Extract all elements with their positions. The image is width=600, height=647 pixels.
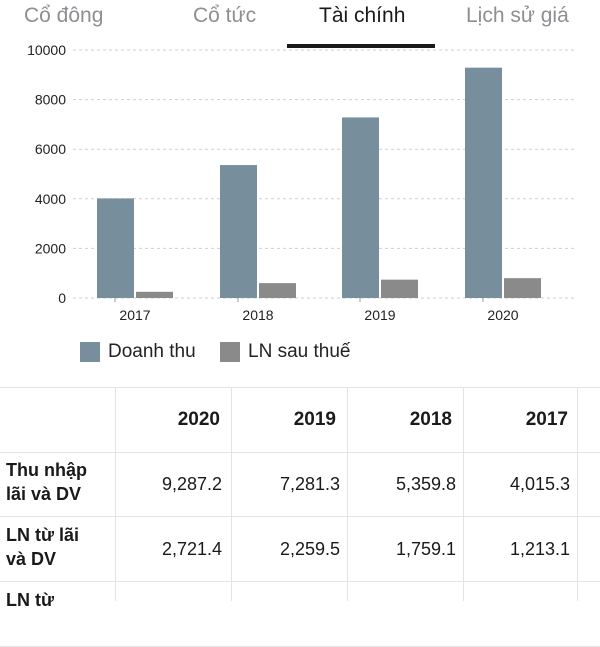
table-cell: 2,259.5: [279, 538, 340, 559]
table-cell: 7,281.3: [279, 473, 340, 494]
column-divider: [577, 388, 578, 601]
legend-label-profit: LN sau thuế: [248, 341, 351, 362]
bar-profit: [136, 291, 173, 298]
legend-swatch-profit: [220, 342, 240, 362]
table-cell: 1,759.1: [395, 538, 456, 559]
column-header-2017: 2017: [525, 409, 568, 430]
x-tick-label: 2017: [119, 307, 150, 323]
x-tick-label: 2019: [364, 307, 395, 323]
bar-profit: [381, 279, 418, 298]
tab-lich-su-gia[interactable]: Lịch sử giá: [466, 4, 569, 27]
table-cell: 1,213.1: [509, 538, 570, 559]
row-label: LN từ lãi và DV: [6, 517, 114, 581]
table-row: LN từ lãi và DV 2,721.4 2,259.5 1,759.1 …: [0, 517, 600, 582]
financial-bar-chart: 0 2000 4000 6000 8000 10000 2017 2018 2019 2020: [27, 42, 575, 323]
row-label-line: LN từ: [6, 590, 55, 610]
column-header-2020: 2020: [177, 409, 220, 430]
legend-label-revenue: Doanh thu: [108, 341, 196, 362]
table-cell: 5,359.8: [395, 473, 456, 494]
bar-profit: [259, 283, 296, 298]
table-cell: 4,015.3: [509, 473, 570, 494]
bar-revenue: [220, 165, 257, 298]
bar-revenue: [97, 198, 134, 298]
table-row: Thu nhập lãi và DV 9,287.2 7,281.3 5,359…: [0, 452, 600, 517]
tab-tai-chinh[interactable]: Tài chính: [319, 4, 406, 27]
y-tick-label: 0: [58, 290, 66, 306]
row-label-line: lãi và DV: [6, 484, 82, 504]
table-cell: 2,721.4: [161, 538, 222, 559]
table-row: LN từ: [0, 582, 600, 647]
table-cell: 9,287.2: [161, 473, 222, 494]
column-header-2019: 2019: [293, 409, 336, 430]
row-label-line: và DV: [6, 549, 57, 569]
column-divider: [115, 388, 116, 601]
bar-profit: [504, 278, 541, 298]
tab-co-tuc[interactable]: Cổ tức: [193, 4, 257, 27]
x-tick-label: 2018: [242, 307, 273, 323]
legend-swatch-revenue: [80, 342, 100, 362]
y-tick-label: 6000: [35, 141, 66, 157]
y-tick-label: 8000: [35, 92, 66, 108]
table-header-row: 2020 2019 2018 2017: [0, 388, 600, 453]
financial-table: 2020 2019 2018 2017 Thu nhập lãi và DV 9…: [0, 387, 600, 647]
active-tab-indicator: [287, 44, 435, 48]
row-label: LN từ: [6, 582, 114, 646]
bar-revenue: [465, 67, 502, 298]
column-divider: [347, 388, 348, 601]
column-header-2018: 2018: [409, 409, 452, 430]
row-label-line: Thu nhập: [6, 460, 87, 480]
row-label-line: LN từ lãi: [6, 525, 80, 545]
row-label: Thu nhập lãi và DV: [6, 452, 114, 516]
tab-bar: Cổ đông Cổ tức Tài chính Lịch sử giá: [0, 0, 600, 50]
y-tick-label: 2000: [35, 240, 66, 256]
y-tick-label: 4000: [35, 191, 66, 207]
tab-co-dong[interactable]: Cổ đông: [24, 4, 104, 27]
column-divider: [231, 388, 232, 601]
x-tick-label: 2020: [487, 307, 518, 323]
bar-revenue: [342, 117, 379, 298]
y-tick-label: 10000: [27, 42, 66, 58]
column-divider: [463, 388, 464, 601]
